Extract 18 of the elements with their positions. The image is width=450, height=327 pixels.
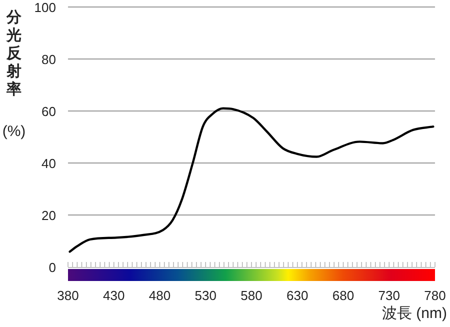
y-tick-label: 80 <box>42 52 56 67</box>
x-tick-label: 430 <box>103 288 125 303</box>
y-tick-label: 40 <box>42 156 56 171</box>
x-tick-label: 680 <box>332 288 354 303</box>
x-tick-label: 530 <box>194 288 216 303</box>
x-tick-label: 380 <box>57 288 79 303</box>
text: 分光反射率(%) <box>2 9 26 140</box>
x-tick-label: 780 <box>424 288 446 303</box>
x-tick-label: 480 <box>148 288 171 303</box>
line-series <box>68 107 434 253</box>
y-tick-label: 100 <box>34 0 56 15</box>
x-axis-title: 波長 (nm) <box>382 305 447 322</box>
y-tick-label: 0 <box>48 260 56 275</box>
x-tick-label: 580 <box>240 288 262 303</box>
y-tick-label: 20 <box>42 208 56 223</box>
y-tick-label: 60 <box>42 104 56 119</box>
x-tick-label: 630 <box>286 288 308 303</box>
x-tick-label: 730 <box>378 288 400 303</box>
